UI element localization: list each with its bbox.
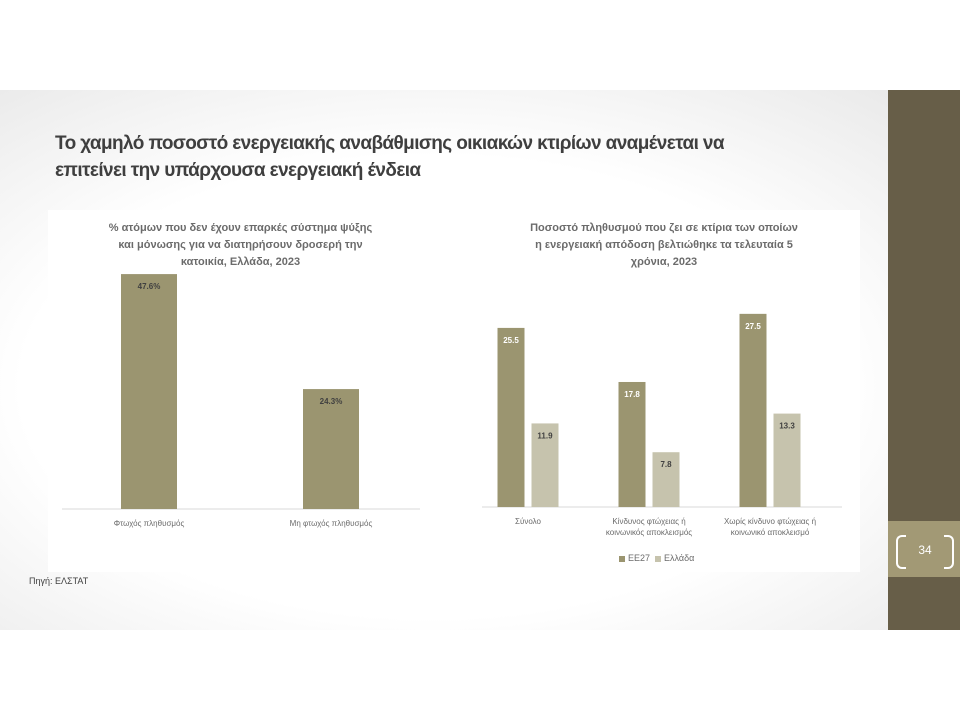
chart2-bar-s0-1 — [618, 381, 646, 507]
chart2-bar-s1-0 — [531, 423, 559, 507]
chart-panel-cooling: % ατόμων που δεν έχουν επαρκές σύστημα ψ… — [48, 210, 433, 572]
chart1-plot: 47.6% Φτωχός πληθυσμός 24.3% Μη φτωχός πληθ… — [62, 274, 420, 528]
chart2-category-label-1-1: κοινωνικός αποκλεισμός — [606, 528, 692, 537]
page-number-left-bracket — [896, 535, 906, 569]
chart2-title: Ποσοστό πληθυσμού που ζει σε κτίρια των … — [468, 220, 860, 271]
legend-swatch-greece — [655, 555, 661, 562]
chart2-data-label-s0-2: 27.5 — [745, 322, 761, 331]
chart2-bar-s0-2 — [739, 313, 767, 507]
chart2-bar-s1-2 — [773, 413, 801, 507]
chart2-bar-s0-0 — [497, 327, 525, 507]
chart1-bar-0 — [121, 274, 177, 509]
chart2-data-label-s1-2: 13.3 — [779, 422, 795, 431]
slide-title-line-1: Το χαμηλό ποσοστό ενεργειακής αναβάθμιση… — [55, 133, 725, 154]
chart1-title: % ατόμων που δεν έχουν επαρκές σύστημα ψ… — [48, 220, 433, 271]
chart2-bar-s1-1 — [652, 452, 680, 507]
chart2-data-label-s0-1: 17.8 — [624, 390, 640, 399]
chart2-data-label-s1-0: 11.9 — [537, 431, 553, 440]
legend-label-greece: Ελλάδα — [664, 553, 695, 563]
chart2-title-line-2: η ενεργειακή απόδοση βελτιώθηκε τα τελευ… — [535, 239, 793, 251]
slide-title-line-2: επιτείνει την υπάρχουσα ενεργειακή ένδει… — [55, 160, 421, 181]
legend-swatch-ee27 — [619, 555, 625, 562]
page-number: 34 — [918, 543, 932, 557]
legend-item-greece: Ελλάδα — [655, 553, 694, 563]
chart2-category-label-2-1: κοινωνικό αποκλεισμό — [731, 528, 810, 537]
chart2-category-label-1-0: Κίνδυνος φτώχειας ή — [612, 517, 685, 526]
chart2-data-label-s0-0: 25.5 — [503, 336, 519, 345]
chart2-title-line-1: Ποσοστό πληθυσμού που ζει σε κτίρια των … — [530, 222, 798, 234]
source-note: Πηγή: ΕΛΣΤΑΤ — [29, 576, 89, 586]
chart2-title-line-3: χρόνια, 2023 — [630, 256, 698, 268]
chart2-category-label-2-0: Χωρίς κίνδυνο φτώχειας ή — [724, 517, 816, 526]
chart1-title-line-3: κατοικία, Ελλάδα, 2023 — [180, 256, 301, 268]
chart1-category-label-0: Φτωχός πληθυσμός — [114, 519, 185, 528]
chart-panel-energy-efficiency: Ποσοστό πληθυσμού που ζει σε κτίρια των … — [468, 210, 860, 572]
legend-label-ee27: ΕΕ27 — [628, 553, 651, 563]
slide-title: Το χαμηλό ποσοστό ενεργειακής αναβάθμιση… — [55, 130, 815, 184]
chart2-category-label-0-0: Σύνολο — [515, 517, 541, 526]
page-number-right-bracket — [944, 535, 954, 569]
chart1-title-line-1: % ατόμων που δεν έχουν επαρκές σύστημα ψ… — [108, 222, 373, 234]
chart1-title-line-2: και μόνωσης για να διατηρήσουν δροσερή τ… — [118, 239, 363, 251]
chart2-plot: 25.5 17.8 27.5 11.9 7.8 13.3 Σύνολο Κίνδυνος φτ… — [482, 313, 842, 537]
chart1-category-label-1: Μη φτωχός πληθυσμός — [290, 519, 373, 528]
legend-item-ee27: ΕΕ27 — [619, 553, 650, 563]
chart1-data-label-1: 24.3% — [320, 397, 343, 406]
chart1-bar-1 — [303, 389, 359, 509]
chart2-data-label-s1-1: 7.8 — [660, 460, 672, 469]
chart1-data-label-0: 47.6% — [138, 282, 161, 291]
